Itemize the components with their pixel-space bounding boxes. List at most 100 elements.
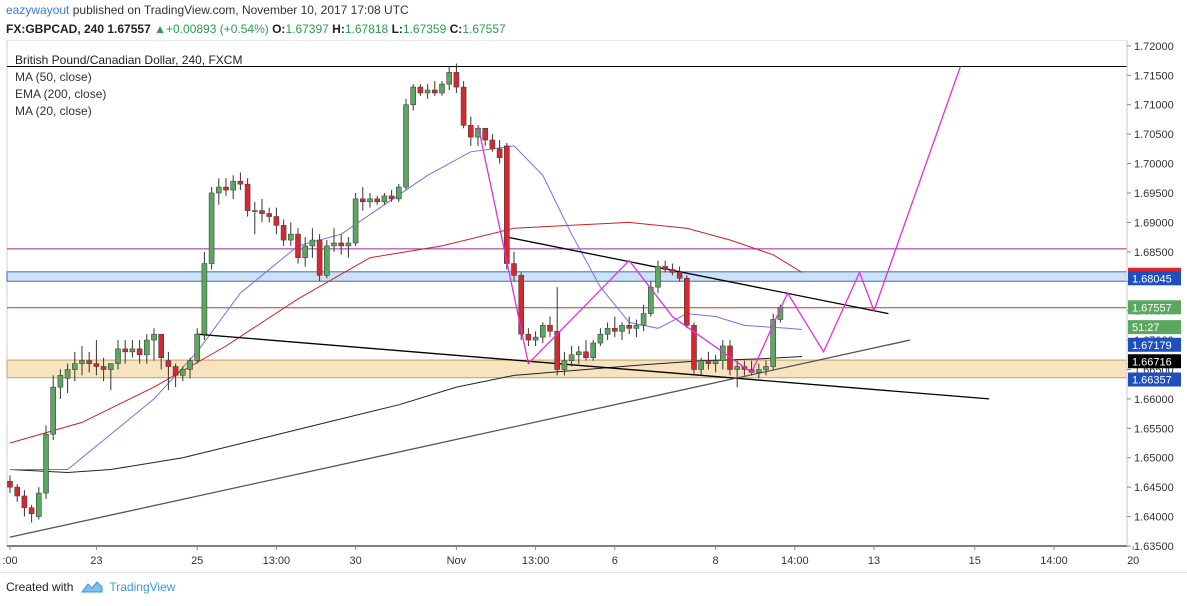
candle-101 xyxy=(734,360,741,388)
candle-body xyxy=(424,89,431,94)
candle-70 xyxy=(511,251,517,282)
candle-body xyxy=(503,145,510,264)
candle-64 xyxy=(467,116,474,146)
candle-78 xyxy=(568,345,575,367)
price-zone-0[interactable] xyxy=(6,271,1128,282)
candle-50 xyxy=(367,192,373,208)
candle-body xyxy=(21,495,28,509)
candle-13 xyxy=(100,357,107,382)
candle-96 xyxy=(698,357,705,376)
high-value: 1.67818 xyxy=(344,22,389,36)
candle-body xyxy=(108,363,114,370)
candle-body xyxy=(655,266,661,288)
y-tick-label: 1.72000 xyxy=(1134,41,1174,53)
candle-body xyxy=(64,369,71,379)
candle-83 xyxy=(604,322,611,341)
y-tick-label: 1.64000 xyxy=(1134,512,1174,524)
candle-48 xyxy=(352,192,359,246)
author-link[interactable]: eazywayout xyxy=(6,3,70,17)
candle-body xyxy=(532,336,539,341)
candle-28 xyxy=(208,187,215,270)
trendline-0[interactable] xyxy=(197,333,990,400)
candle-5 xyxy=(43,425,49,499)
candle-106 xyxy=(770,313,777,370)
candle-body xyxy=(208,192,215,264)
candle-38 xyxy=(280,219,287,246)
candle-body xyxy=(705,360,712,364)
publish-line: eazywayout published on TradingView.com,… xyxy=(6,3,409,17)
price-label-bg xyxy=(1128,300,1181,315)
candle-43 xyxy=(316,234,323,282)
candle-body xyxy=(482,127,489,141)
candle-88 xyxy=(640,304,647,332)
candle-body xyxy=(309,239,316,247)
high-label: H: xyxy=(332,22,345,36)
candle-body xyxy=(381,195,388,203)
chart-legend: British Pound/Canadian Dollar, 240, FXCM… xyxy=(15,53,242,118)
candle-body xyxy=(511,263,517,276)
zigzag-projection[interactable] xyxy=(477,66,962,374)
candle-24 xyxy=(180,366,186,382)
tradingview-logo-icon[interactable] xyxy=(81,580,103,594)
candle-94 xyxy=(683,275,690,329)
candle-31 xyxy=(230,175,236,199)
candle-body xyxy=(611,328,618,332)
candle-body xyxy=(770,319,777,367)
candle-body xyxy=(230,180,236,191)
price-label: 1.66716 xyxy=(1128,354,1181,369)
candle-105 xyxy=(763,360,769,376)
created-with-label: Created with xyxy=(6,580,74,594)
candle-46 xyxy=(338,234,345,255)
candle-body xyxy=(86,360,92,364)
low-value: 1.67359 xyxy=(402,22,447,36)
tradingview-link[interactable]: TradingView xyxy=(109,580,176,594)
candle-body xyxy=(323,245,330,276)
candle-17 xyxy=(129,340,136,358)
candle-body xyxy=(597,333,604,344)
y-tick-label: 1.69500 xyxy=(1134,188,1174,200)
candle-39 xyxy=(287,222,294,246)
footer: Created with TradingView xyxy=(6,580,175,594)
candle-body xyxy=(244,183,251,211)
up-arrow-icon: ▲ xyxy=(154,22,166,36)
candle-26 xyxy=(194,328,200,364)
candle-body xyxy=(43,433,49,494)
candle-15 xyxy=(115,340,121,370)
candle-63 xyxy=(460,81,467,129)
x-tick-label: 23 xyxy=(90,555,102,567)
candle-body xyxy=(374,198,381,203)
candle-12 xyxy=(93,340,100,376)
candle-44 xyxy=(323,240,330,279)
candle-93 xyxy=(676,266,683,282)
price-chart[interactable]: British Pound/Canadian Dollar, 240, FXCM… xyxy=(0,40,1187,570)
x-tick-label: 15 xyxy=(969,555,981,567)
candle-35 xyxy=(259,198,265,223)
price-label-text: 1.67179 xyxy=(1132,340,1172,352)
candle-body xyxy=(755,369,762,373)
footer-divider xyxy=(0,572,1187,573)
y-tick-label: 1.71000 xyxy=(1134,100,1174,112)
candle-body xyxy=(367,198,373,203)
candle-61 xyxy=(446,66,453,91)
candle-body xyxy=(712,360,719,364)
chart-title: British Pound/Canadian Dollar, 240, FXCM xyxy=(15,53,242,67)
candle-body xyxy=(604,328,611,335)
price-label-text: 51:27 xyxy=(1132,322,1160,334)
y-tick-label: 1.63500 xyxy=(1134,541,1174,553)
candle-56 xyxy=(410,84,417,111)
candle-40 xyxy=(295,228,301,264)
candle-body xyxy=(144,339,150,356)
candle-body xyxy=(439,83,445,94)
x-tick-label: :00 xyxy=(2,555,17,567)
candle-11 xyxy=(86,351,92,373)
candle-9 xyxy=(72,351,78,382)
trendline-2[interactable] xyxy=(506,236,889,315)
trendline-1[interactable] xyxy=(9,339,911,538)
candle-body xyxy=(151,333,157,341)
x-tick-label: 6 xyxy=(612,555,618,567)
candle-body xyxy=(35,492,42,517)
candle-body xyxy=(122,348,128,353)
quote-line: FX:GBPCAD, 240 1.67557 ▲+0.00893 (+0.54%… xyxy=(6,22,506,36)
candle-27 xyxy=(201,251,208,341)
candle-body xyxy=(165,360,172,367)
